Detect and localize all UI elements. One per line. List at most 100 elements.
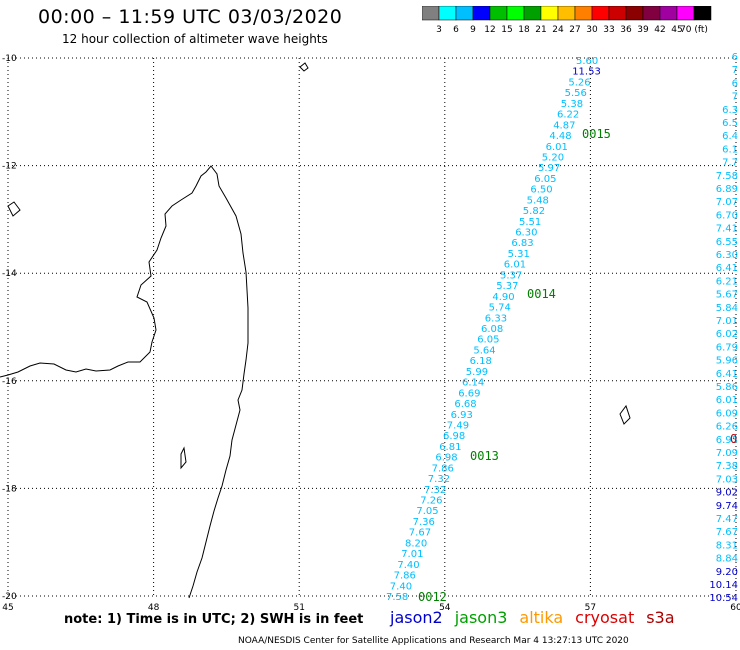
- madagascar-coastline: [0, 62, 631, 599]
- swh-value: 7.32: [428, 474, 450, 485]
- swh-value: 7.40: [397, 560, 419, 571]
- swh-value: 6: [732, 52, 738, 63]
- swh-value: 7.40: [390, 581, 412, 592]
- swh-value: 6.01: [504, 260, 526, 271]
- swh-value: 6.02: [716, 329, 738, 340]
- lon-tick-label: 45: [2, 603, 13, 610]
- lon-tick-label: 51: [293, 603, 304, 610]
- legend-cryosat: cryosat: [575, 608, 635, 627]
- colorbar-tick-label: 70 (ft): [680, 25, 708, 35]
- swh-value: 8.84: [716, 554, 738, 565]
- colorbar-swatch: [693, 6, 712, 21]
- swh-value: 8.20: [405, 538, 427, 549]
- swh-value: 4.48: [549, 131, 571, 142]
- swh-value: 9.02: [716, 488, 738, 499]
- colorbar-tick-label: 33: [603, 25, 614, 35]
- swh-value: 6.1: [722, 144, 738, 155]
- swh-value: 6.3: [722, 105, 738, 116]
- colorbar-tick-label: 3: [436, 25, 442, 35]
- pass-number-label: 0012: [418, 590, 447, 604]
- swh-value: 7.67: [409, 528, 431, 539]
- swh-value: 5.48: [527, 195, 549, 206]
- swh-value: 6.01: [716, 395, 738, 406]
- swh-value: 8.31: [716, 540, 738, 551]
- colorbar-tick-label: 39: [637, 25, 649, 35]
- swh-value: 6.33: [485, 313, 507, 324]
- swh-value: 7.01: [716, 316, 738, 327]
- swh-value: 5.60: [576, 56, 598, 67]
- swh-value: 6.50: [530, 185, 552, 196]
- swh-value: 5.86: [716, 382, 738, 393]
- swh-value: 5.38: [561, 99, 583, 110]
- swh-value: 6.05: [534, 174, 556, 185]
- swh-value: 5.64: [473, 345, 495, 356]
- swh-value: 7.26: [420, 496, 442, 507]
- swh-value: 5.74: [489, 303, 511, 314]
- swh-value: 7.7: [722, 158, 738, 169]
- colorbar-tick-label: 30: [586, 25, 598, 35]
- lat-tick-label: -12: [2, 162, 17, 172]
- swh-value: 6.21: [716, 276, 738, 287]
- lat-tick-label: -10: [2, 54, 17, 64]
- swh-value: 6.79: [716, 342, 738, 353]
- swh-value: 6.81: [439, 442, 461, 453]
- swh-value: 9.20: [716, 567, 738, 578]
- lat-tick-label: -18: [2, 484, 17, 494]
- swh-value: 7.67: [716, 527, 738, 538]
- wave-height-tracks: 5.6011.535.265.565.386.224.874.486.015.2…: [386, 52, 738, 604]
- swh-value: 5.67: [716, 290, 738, 301]
- swh-value: 6.93: [716, 435, 738, 446]
- map-subtitle: 12 hour collection of altimeter wave hei…: [62, 32, 328, 46]
- swh-value: 6.41: [716, 369, 738, 380]
- swh-value: 9.74: [716, 501, 738, 512]
- swh-value: 7.03: [716, 474, 738, 485]
- pass-number-label: 0014: [527, 287, 556, 301]
- colorbar-tick-label: 18: [518, 25, 530, 35]
- lon-tick-label: 54: [439, 603, 451, 610]
- swh-value: 6.69: [458, 388, 480, 399]
- swh-value: 7.01: [401, 549, 423, 560]
- swh-value: 7.49: [447, 420, 469, 431]
- swh-value: 7.05: [416, 506, 438, 517]
- swh-value: 6.05: [477, 335, 499, 346]
- lon-tick-label: 48: [148, 603, 160, 610]
- swh-value: 6.09: [716, 408, 738, 419]
- swh-value: 5.96: [716, 356, 738, 367]
- swh-value: 7: [732, 92, 738, 103]
- lat-lon-grid: 45 48 51 54 57 60-10-12-14-16-18-20: [2, 54, 740, 610]
- swh-value: 11.53: [572, 67, 601, 78]
- swh-value: 6.22: [557, 110, 579, 121]
- swh-value: 7.09: [716, 448, 738, 459]
- swh-value: 7: [732, 65, 738, 76]
- swh-value: 7.41: [716, 224, 738, 235]
- swh-value: 6.83: [511, 238, 533, 249]
- swh-value: 6.93: [451, 410, 473, 421]
- swh-value: 5.84: [716, 303, 738, 314]
- colorbar-tick-label: 36: [620, 25, 632, 35]
- swh-value: 6: [732, 78, 738, 89]
- colorbar-tick-label: 21: [535, 25, 546, 35]
- swh-value: 6.30: [716, 250, 738, 261]
- swh-value: 5.51: [519, 217, 541, 228]
- lon-tick-label: 57: [585, 603, 596, 610]
- satellite-legend: jason2 jason3 altika cryosat s3a: [390, 608, 687, 627]
- swh-value: 4.87: [553, 120, 575, 131]
- legend-altika: altika: [519, 608, 564, 627]
- swh-value: 7.36: [413, 517, 435, 528]
- swh-value: 6.55: [716, 237, 738, 248]
- swh-value: 10.14: [709, 580, 738, 591]
- swh-value: 6.30: [515, 228, 537, 239]
- swh-value: 7.38: [716, 461, 738, 472]
- colorbar-tick-label: 15: [501, 25, 512, 35]
- lon-tick-label: 60: [730, 603, 740, 610]
- lat-tick-label: -16: [2, 377, 17, 387]
- swh-value: 7.58: [716, 171, 738, 182]
- pass-number-label: 0013: [470, 449, 499, 463]
- swh-value: 7.58: [386, 592, 408, 603]
- colorbar-tick-label: 6: [453, 25, 459, 35]
- swh-value: 7.47: [716, 514, 738, 525]
- colorbar-tick-label: 9: [470, 25, 476, 35]
- swh-value: 6.41: [716, 263, 738, 274]
- swh-value: 5.97: [538, 163, 560, 174]
